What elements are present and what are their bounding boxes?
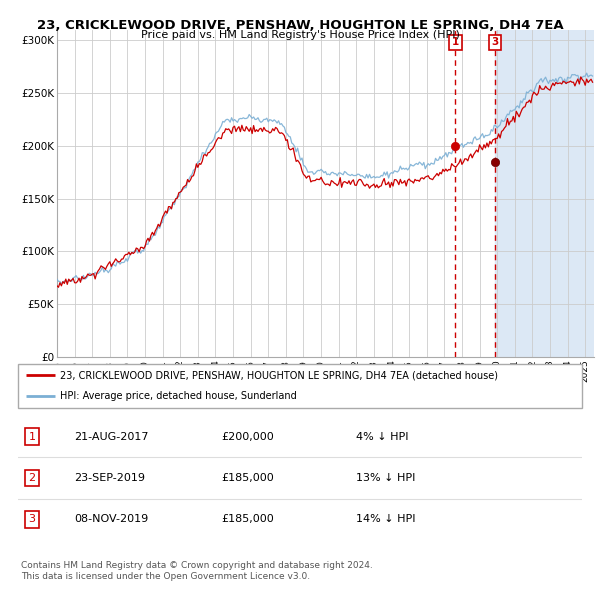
Text: 4% ↓ HPI: 4% ↓ HPI bbox=[356, 432, 409, 441]
Text: £185,000: £185,000 bbox=[221, 514, 274, 524]
Text: 1: 1 bbox=[29, 432, 35, 441]
Bar bbox=[495, 30, 594, 357]
Text: 1: 1 bbox=[452, 37, 459, 47]
Text: £200,000: £200,000 bbox=[221, 432, 274, 441]
FancyBboxPatch shape bbox=[18, 364, 582, 408]
Text: This data is licensed under the Open Government Licence v3.0.: This data is licensed under the Open Gov… bbox=[21, 572, 310, 581]
Text: 21-AUG-2017: 21-AUG-2017 bbox=[74, 432, 149, 441]
Text: 3: 3 bbox=[491, 37, 499, 47]
Text: HPI: Average price, detached house, Sunderland: HPI: Average price, detached house, Sund… bbox=[60, 391, 297, 401]
Text: 23-SEP-2019: 23-SEP-2019 bbox=[74, 473, 145, 483]
Text: 13% ↓ HPI: 13% ↓ HPI bbox=[356, 473, 416, 483]
Text: Price paid vs. HM Land Registry's House Price Index (HPI): Price paid vs. HM Land Registry's House … bbox=[140, 30, 460, 40]
Text: 08-NOV-2019: 08-NOV-2019 bbox=[74, 514, 149, 524]
Text: £185,000: £185,000 bbox=[221, 473, 274, 483]
Text: Contains HM Land Registry data © Crown copyright and database right 2024.: Contains HM Land Registry data © Crown c… bbox=[21, 560, 373, 569]
Text: 23, CRICKLEWOOD DRIVE, PENSHAW, HOUGHTON LE SPRING, DH4 7EA: 23, CRICKLEWOOD DRIVE, PENSHAW, HOUGHTON… bbox=[37, 19, 563, 32]
Text: 2: 2 bbox=[29, 473, 35, 483]
Text: 23, CRICKLEWOOD DRIVE, PENSHAW, HOUGHTON LE SPRING, DH4 7EA (detached house): 23, CRICKLEWOOD DRIVE, PENSHAW, HOUGHTON… bbox=[60, 370, 499, 380]
Text: 14% ↓ HPI: 14% ↓ HPI bbox=[356, 514, 416, 524]
Text: 3: 3 bbox=[29, 514, 35, 524]
